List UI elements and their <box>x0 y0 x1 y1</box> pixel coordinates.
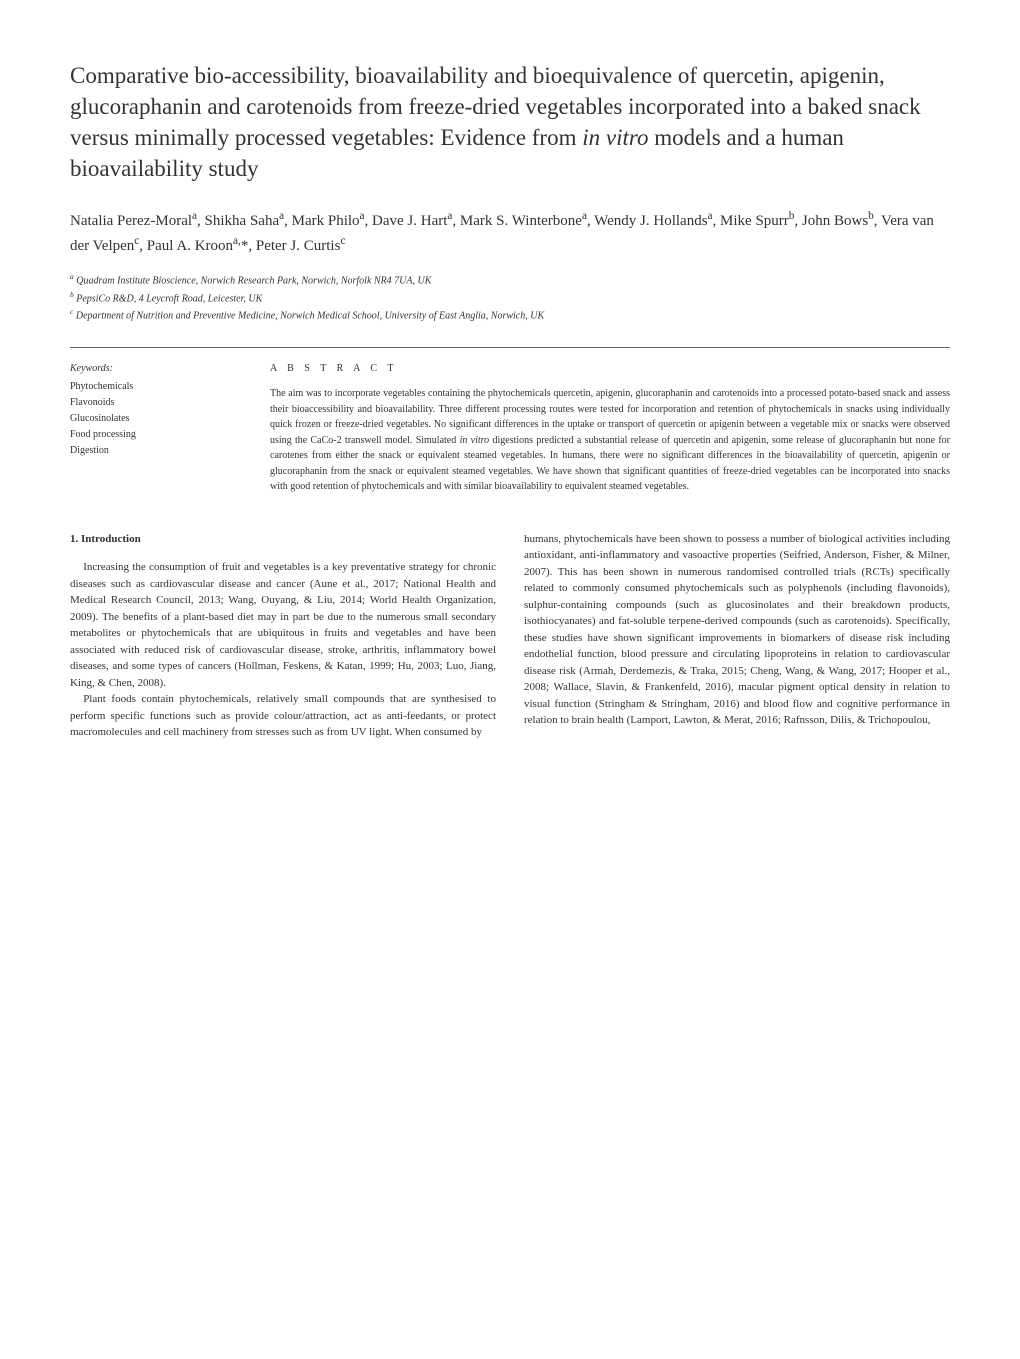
abstract-heading: A B S T R A C T <box>270 362 950 376</box>
keywords-list: Phytochemicals Flavonoids Glucosinolates… <box>70 379 230 459</box>
section-heading: 1. Introduction <box>70 531 496 548</box>
keyword-item: Digestion <box>70 443 230 459</box>
keyword-item: Flavonoids <box>70 395 230 411</box>
keyword-item: Food processing <box>70 427 230 443</box>
body-paragraph: Plant foods contain phytochemicals, rela… <box>70 691 496 741</box>
keywords-heading: Keywords: <box>70 362 230 376</box>
keyword-item: Glucosinolates <box>70 411 230 427</box>
affiliation-b: b PepsiCo R&D, 4 Leycroft Road, Leiceste… <box>70 289 950 306</box>
abstract-section: Keywords: Phytochemicals Flavonoids Gluc… <box>70 347 950 495</box>
body-paragraph: humans, phytochemicals have been shown t… <box>524 531 950 729</box>
body-right-column: humans, phytochemicals have been shown t… <box>524 531 950 741</box>
abstract-text: The aim was to incorporate vegetables co… <box>270 386 950 495</box>
body-section: 1. Introduction Increasing the consumpti… <box>70 531 950 741</box>
author-list: Natalia Perez-Morala, Shikha Sahaa, Mark… <box>70 208 950 257</box>
affiliation-a: a Quadram Institute Bioscience, Norwich … <box>70 271 950 288</box>
keywords-column: Keywords: Phytochemicals Flavonoids Gluc… <box>70 362 230 495</box>
affiliation-c: c Department of Nutrition and Preventive… <box>70 306 950 323</box>
body-paragraph: Increasing the consumption of fruit and … <box>70 559 496 691</box>
affiliations: a Quadram Institute Bioscience, Norwich … <box>70 271 950 323</box>
paper-title: Comparative bio-accessibility, bioavaila… <box>70 60 950 184</box>
keyword-item: Phytochemicals <box>70 379 230 395</box>
abstract-column: A B S T R A C T The aim was to incorpora… <box>270 362 950 495</box>
body-left-column: 1. Introduction Increasing the consumpti… <box>70 531 496 741</box>
